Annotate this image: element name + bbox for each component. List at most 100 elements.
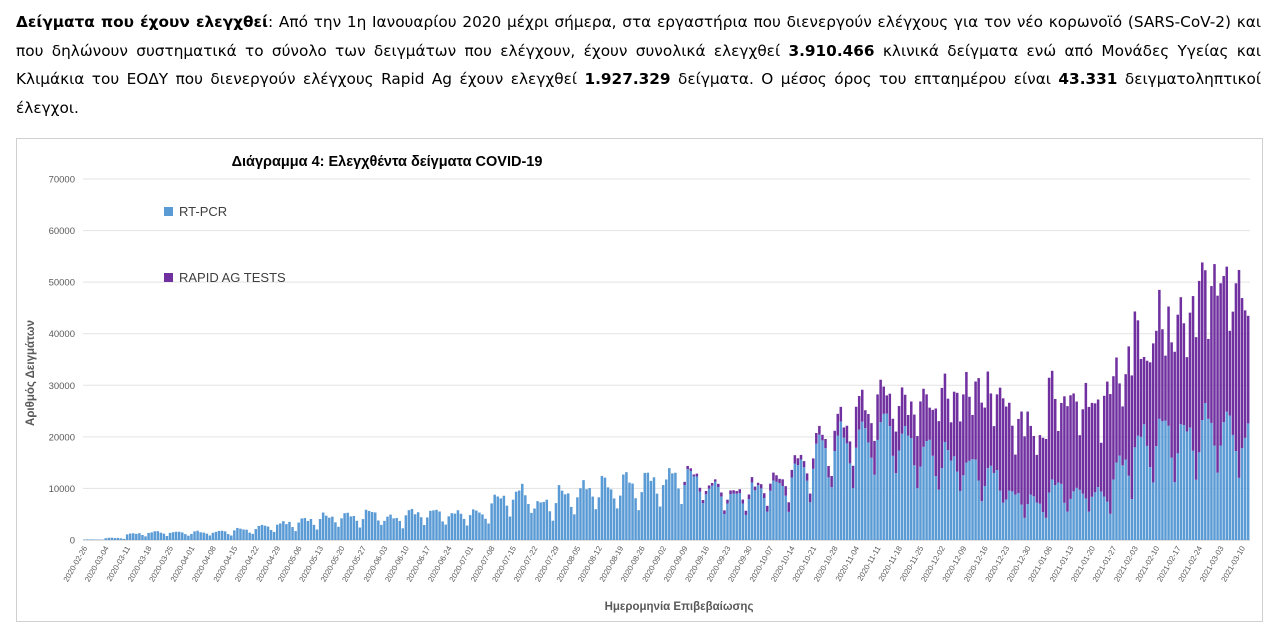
bar-rt-pcr xyxy=(279,523,282,540)
bar-rapid-ag xyxy=(879,379,882,423)
bar-rt-pcr xyxy=(1008,490,1011,540)
bar-rt-pcr xyxy=(769,490,772,540)
bar-rapid-ag xyxy=(1139,358,1143,437)
bar-rt-pcr xyxy=(260,524,264,540)
y-tick-label: 0 xyxy=(70,536,75,547)
bar-rapid-ag xyxy=(857,396,861,430)
bar-rt-pcr xyxy=(796,465,800,540)
bar-rapid-ag xyxy=(726,499,729,504)
bar-rt-pcr xyxy=(1023,517,1026,540)
bar-rt-pcr xyxy=(508,516,512,540)
bar-rapid-ag xyxy=(1222,276,1225,423)
bar-rt-pcr xyxy=(1246,423,1250,540)
bar-rapid-ag xyxy=(790,469,794,478)
bar-rt-pcr xyxy=(1029,494,1032,540)
bar-rapid-ag xyxy=(799,454,803,460)
bar-rapid-ag xyxy=(1035,454,1039,503)
bar-rt-pcr xyxy=(190,533,193,540)
bar-rt-pcr xyxy=(1234,451,1238,540)
bar-rapid-ag xyxy=(1191,296,1195,451)
bar-rt-pcr xyxy=(138,533,141,540)
pcr-total: 3.910.466 xyxy=(788,41,875,60)
bar-rt-pcr xyxy=(664,479,668,540)
bar-rt-pcr xyxy=(462,518,466,540)
bar-rapid-ag xyxy=(1038,435,1042,504)
bar-rapid-ag xyxy=(1008,402,1011,491)
bar-rapid-ag xyxy=(1170,342,1173,458)
intro-heading: Δείγματα που έχουν ελεγχθεί xyxy=(16,13,268,31)
bar-rt-pcr xyxy=(275,524,279,540)
bar-rt-pcr xyxy=(165,536,169,540)
bar-rt-pcr xyxy=(380,524,383,540)
bar-rt-pcr xyxy=(107,537,111,540)
bar-rt-pcr xyxy=(306,520,310,540)
bar-rt-pcr xyxy=(1151,482,1155,540)
bar-rapid-ag xyxy=(980,402,983,502)
bar-rapid-ag xyxy=(723,510,726,515)
bar-rapid-ag xyxy=(1200,262,1204,421)
bar-rapid-ag xyxy=(900,387,904,434)
bar-rt-pcr xyxy=(147,532,150,540)
bar-rt-pcr xyxy=(1179,424,1183,540)
bar-rt-pcr xyxy=(808,502,812,540)
bar-rt-pcr xyxy=(441,521,444,540)
bar-rapid-ag xyxy=(1158,289,1161,419)
bar-rt-pcr xyxy=(744,514,748,540)
bar-rapid-ag xyxy=(1023,436,1026,518)
bar-rapid-ag xyxy=(1133,311,1137,448)
bar-rapid-ag xyxy=(1121,406,1124,466)
bar-rt-pcr xyxy=(248,532,251,540)
bar-rt-pcr xyxy=(1106,501,1109,540)
bar-rapid-ag xyxy=(1197,280,1201,453)
bar-rt-pcr xyxy=(888,426,892,540)
bar-rapid-ag xyxy=(1050,370,1054,480)
bar-rt-pcr xyxy=(842,437,846,540)
bar-rt-pcr xyxy=(824,448,827,540)
bar-rapid-ag xyxy=(1102,395,1106,497)
bar-rt-pcr xyxy=(168,532,172,540)
bar-rapid-ag xyxy=(1004,406,1008,500)
bar-rapid-ag xyxy=(1225,266,1229,412)
bar-rapid-ag xyxy=(897,406,901,451)
bar-rt-pcr xyxy=(214,531,218,540)
bar-rt-pcr xyxy=(775,481,778,540)
bar-rt-pcr xyxy=(753,490,757,540)
bar-rt-pcr xyxy=(965,462,968,540)
bar-rapid-ag xyxy=(989,393,993,466)
bar-rapid-ag xyxy=(830,475,833,488)
bar-rt-pcr xyxy=(438,511,441,540)
bar-rt-pcr xyxy=(857,429,861,540)
bar-rt-pcr xyxy=(1057,482,1060,540)
bar-rt-pcr xyxy=(1053,485,1057,540)
bar-rt-pcr xyxy=(239,528,242,540)
bar-rt-pcr xyxy=(548,511,552,540)
bar-rapid-ag xyxy=(910,401,913,439)
bar-rt-pcr xyxy=(429,510,432,540)
bar-rt-pcr xyxy=(331,516,334,540)
bar-rt-pcr xyxy=(652,477,656,540)
bar-rt-pcr xyxy=(995,470,999,540)
bar-rapid-ag xyxy=(747,494,751,500)
bar-rapid-ag xyxy=(686,465,689,470)
bar-rapid-ag xyxy=(775,475,778,482)
bar-rt-pcr xyxy=(315,529,319,540)
bar-rapid-ag xyxy=(928,407,931,440)
bar-rt-pcr xyxy=(882,413,885,540)
bar-rt-pcr xyxy=(894,473,898,540)
intro-text-1: : Από την 1η Ιανουαρίου 2020 μέχρι σήμερ… xyxy=(16,13,1261,60)
bar-rapid-ag xyxy=(808,493,812,503)
bar-rapid-ag xyxy=(1075,401,1078,488)
bar-rt-pcr xyxy=(1182,425,1186,540)
bar-rapid-ag xyxy=(1216,295,1219,473)
intro-paragraph: Δείγματα που έχουν ελεγχθεί: Από την 1η … xyxy=(16,8,1261,122)
bar-rt-pcr xyxy=(125,534,129,540)
bar-rt-pcr xyxy=(845,443,849,540)
bar-rt-pcr xyxy=(1225,411,1229,540)
bar-rt-pcr xyxy=(407,510,411,540)
bar-rapid-ag xyxy=(1185,357,1189,432)
bar-rapid-ag xyxy=(906,414,910,436)
bar-rapid-ag xyxy=(1112,376,1115,480)
bar-rt-pcr xyxy=(426,517,429,540)
bar-rt-pcr xyxy=(236,527,239,540)
bar-rt-pcr xyxy=(870,457,873,540)
